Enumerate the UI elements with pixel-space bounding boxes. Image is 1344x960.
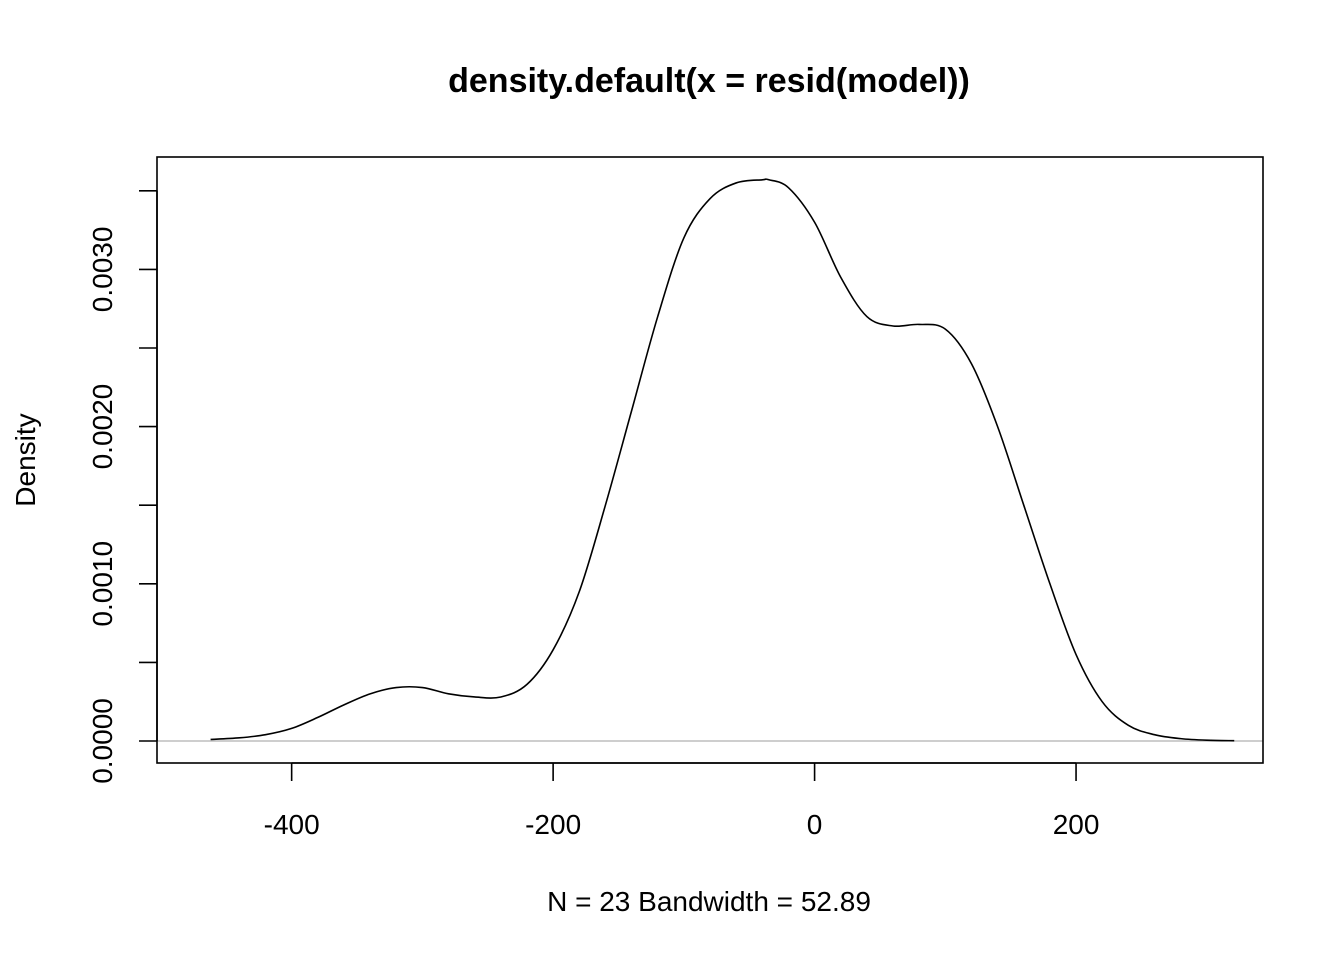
chart-title: density.default(x = resid(model)) — [448, 62, 970, 100]
x-tick-label: -400 — [264, 809, 320, 840]
y-tick-label: 0.0000 — [87, 698, 118, 784]
y-tick-label: 0.0020 — [87, 384, 118, 470]
y-axis-label: Density — [10, 413, 41, 506]
x-axis-label: N = 23 Bandwidth = 52.89 — [547, 886, 871, 917]
y-tick-label: 0.0030 — [87, 227, 118, 313]
x-axis: -400 -200 0 200 — [264, 762, 1100, 840]
x-tick-label: -200 — [525, 809, 581, 840]
x-tick-label: 200 — [1053, 809, 1100, 840]
x-tick-label: 0 — [807, 809, 823, 840]
y-axis: 0.0000 0.0010 0.0020 0.0030 — [87, 189, 158, 784]
plot-frame — [156, 156, 1264, 764]
density-curve — [210, 178, 1235, 742]
y-tick-label: 0.0010 — [87, 541, 118, 627]
